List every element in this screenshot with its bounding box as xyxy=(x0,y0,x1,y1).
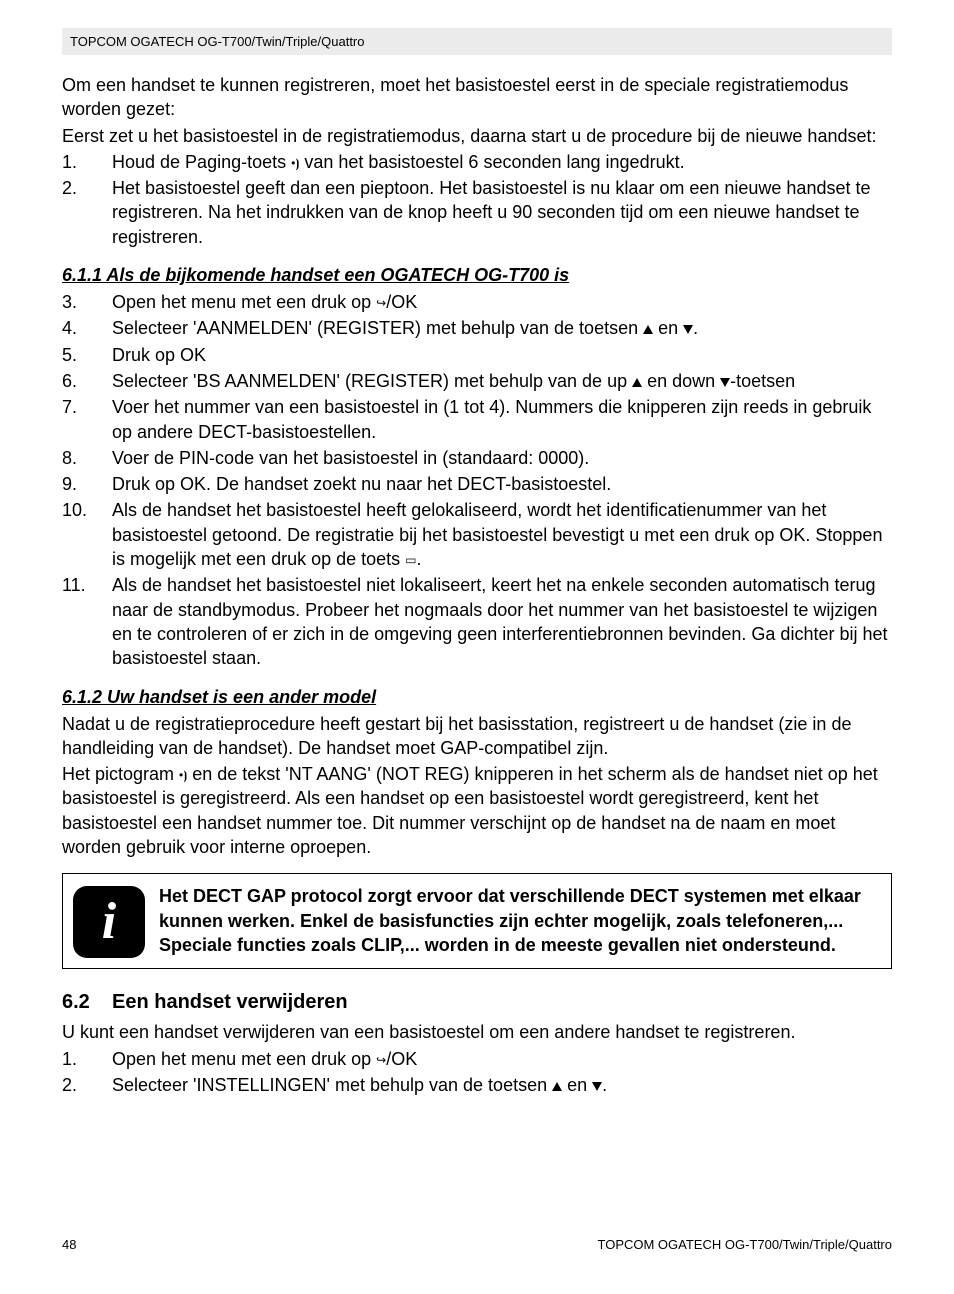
down-icon xyxy=(592,1082,602,1091)
list-item: 10. Als de handset het basistoestel heef… xyxy=(62,498,892,571)
list-body: Als de handset het basistoestel niet lok… xyxy=(112,573,892,670)
list-item: 2. Selecteer 'INSTELLINGEN' met behulp v… xyxy=(62,1073,892,1097)
subheading-611: 6.1.1 Als de bijkomende handset een OGAT… xyxy=(62,265,892,286)
list-body: Druk op OK xyxy=(112,343,892,367)
up-icon xyxy=(643,325,653,334)
list-num: 6. xyxy=(62,369,112,393)
list-611: 3. Open het menu met een druk op ↪/OK 4.… xyxy=(62,290,892,670)
list-num: 7. xyxy=(62,395,112,444)
intro-p1: Om een handset te kunnen registreren, mo… xyxy=(62,73,892,122)
list-body: Als de handset het basistoestel heeft ge… xyxy=(112,498,892,571)
subheading-612: 6.1.2 Uw handset is een ander model xyxy=(62,687,892,708)
header-strip: TOPCOM OGATECH OG-T700/Twin/Triple/Quatt… xyxy=(62,28,892,55)
p-612-1: Nadat u de registratieprocedure heeft ge… xyxy=(62,712,892,761)
list-item: 9. Druk op OK. De handset zoekt nu naar … xyxy=(62,472,892,496)
list-num: 2. xyxy=(62,176,112,249)
menu-icon: ↪ xyxy=(376,1052,386,1068)
list-item: 11. Als de handset het basistoestel niet… xyxy=(62,573,892,670)
list-item: 4. Selecteer 'AANMELDEN' (REGISTER) met … xyxy=(62,316,892,340)
section-title: Een handset verwijderen xyxy=(112,991,348,1013)
list-num: 10. xyxy=(62,498,112,571)
list-num: 8. xyxy=(62,446,112,470)
down-icon xyxy=(683,325,693,334)
list-item: 6. Selecteer 'BS AANMELDEN' (REGISTER) m… xyxy=(62,369,892,393)
info-icon: i xyxy=(73,886,145,958)
list-body: Houd de Paging-toets •⦘ van het basistoe… xyxy=(112,150,892,174)
list-item: 5. Druk op OK xyxy=(62,343,892,367)
list-body: Open het menu met een druk op ↪/OK xyxy=(112,1047,892,1071)
list-62: 1. Open het menu met een druk op ↪/OK 2.… xyxy=(62,1047,892,1098)
footer: 48 TOPCOM OGATECH OG-T700/Twin/Triple/Qu… xyxy=(62,1237,892,1252)
list-body: Voer het nummer van een basistoestel in … xyxy=(112,395,892,444)
note-text: Het DECT GAP protocol zorgt ervoor dat v… xyxy=(159,884,879,957)
list-item: 1. Houd de Paging-toets •⦘ van het basis… xyxy=(62,150,892,174)
list-body: Druk op OK. De handset zoekt nu naar het… xyxy=(112,472,892,496)
list-body: Selecteer 'AANMELDEN' (REGISTER) met beh… xyxy=(112,316,892,340)
page-number: 48 xyxy=(62,1237,76,1252)
list-num: 11. xyxy=(62,573,112,670)
section-62-head: 6.2Een handset verwijderen xyxy=(62,991,892,1014)
list-num: 4. xyxy=(62,316,112,340)
list-body: Open het menu met een druk op ↪/OK xyxy=(112,290,892,314)
list-num: 1. xyxy=(62,150,112,174)
down-icon xyxy=(720,378,730,387)
list-body: Voer de PIN-code van het basistoestel in… xyxy=(112,446,892,470)
list-item: 1. Open het menu met een druk op ↪/OK xyxy=(62,1047,892,1071)
list-num: 9. xyxy=(62,472,112,496)
list-num: 5. xyxy=(62,343,112,367)
book-icon: ▭ xyxy=(405,552,416,568)
intro-list: 1. Houd de Paging-toets •⦘ van het basis… xyxy=(62,150,892,249)
up-icon xyxy=(552,1082,562,1091)
list-num: 2. xyxy=(62,1073,112,1097)
list-body: Selecteer 'INSTELLINGEN' met behulp van … xyxy=(112,1073,892,1097)
list-body: Selecteer 'BS AANMELDEN' (REGISTER) met … xyxy=(112,369,892,393)
menu-icon: ↪ xyxy=(376,295,386,311)
header-product: TOPCOM OGATECH OG-T700/Twin/Triple/Quatt… xyxy=(70,34,365,49)
p-612-2: Het pictogram •⦘ en de tekst 'NT AANG' (… xyxy=(62,762,892,859)
list-item: 8. Voer de PIN-code van het basistoestel… xyxy=(62,446,892,470)
list-item: 2. Het basistoestel geeft dan een piepto… xyxy=(62,176,892,249)
footer-product: TOPCOM OGATECH OG-T700/Twin/Triple/Quatt… xyxy=(598,1237,893,1252)
list-num: 3. xyxy=(62,290,112,314)
up-icon xyxy=(632,378,642,387)
list-num: 1. xyxy=(62,1047,112,1071)
p-62-1: U kunt een handset verwijderen van een b… xyxy=(62,1020,892,1044)
section-num: 6.2 xyxy=(62,991,112,1014)
list-item: 3. Open het menu met een druk op ↪/OK xyxy=(62,290,892,314)
list-item: 7. Voer het nummer van een basistoestel … xyxy=(62,395,892,444)
note-box: i Het DECT GAP protocol zorgt ervoor dat… xyxy=(62,873,892,969)
intro-p2: Eerst zet u het basistoestel in de regis… xyxy=(62,124,892,148)
list-body: Het basistoestel geeft dan een pieptoon.… xyxy=(112,176,892,249)
